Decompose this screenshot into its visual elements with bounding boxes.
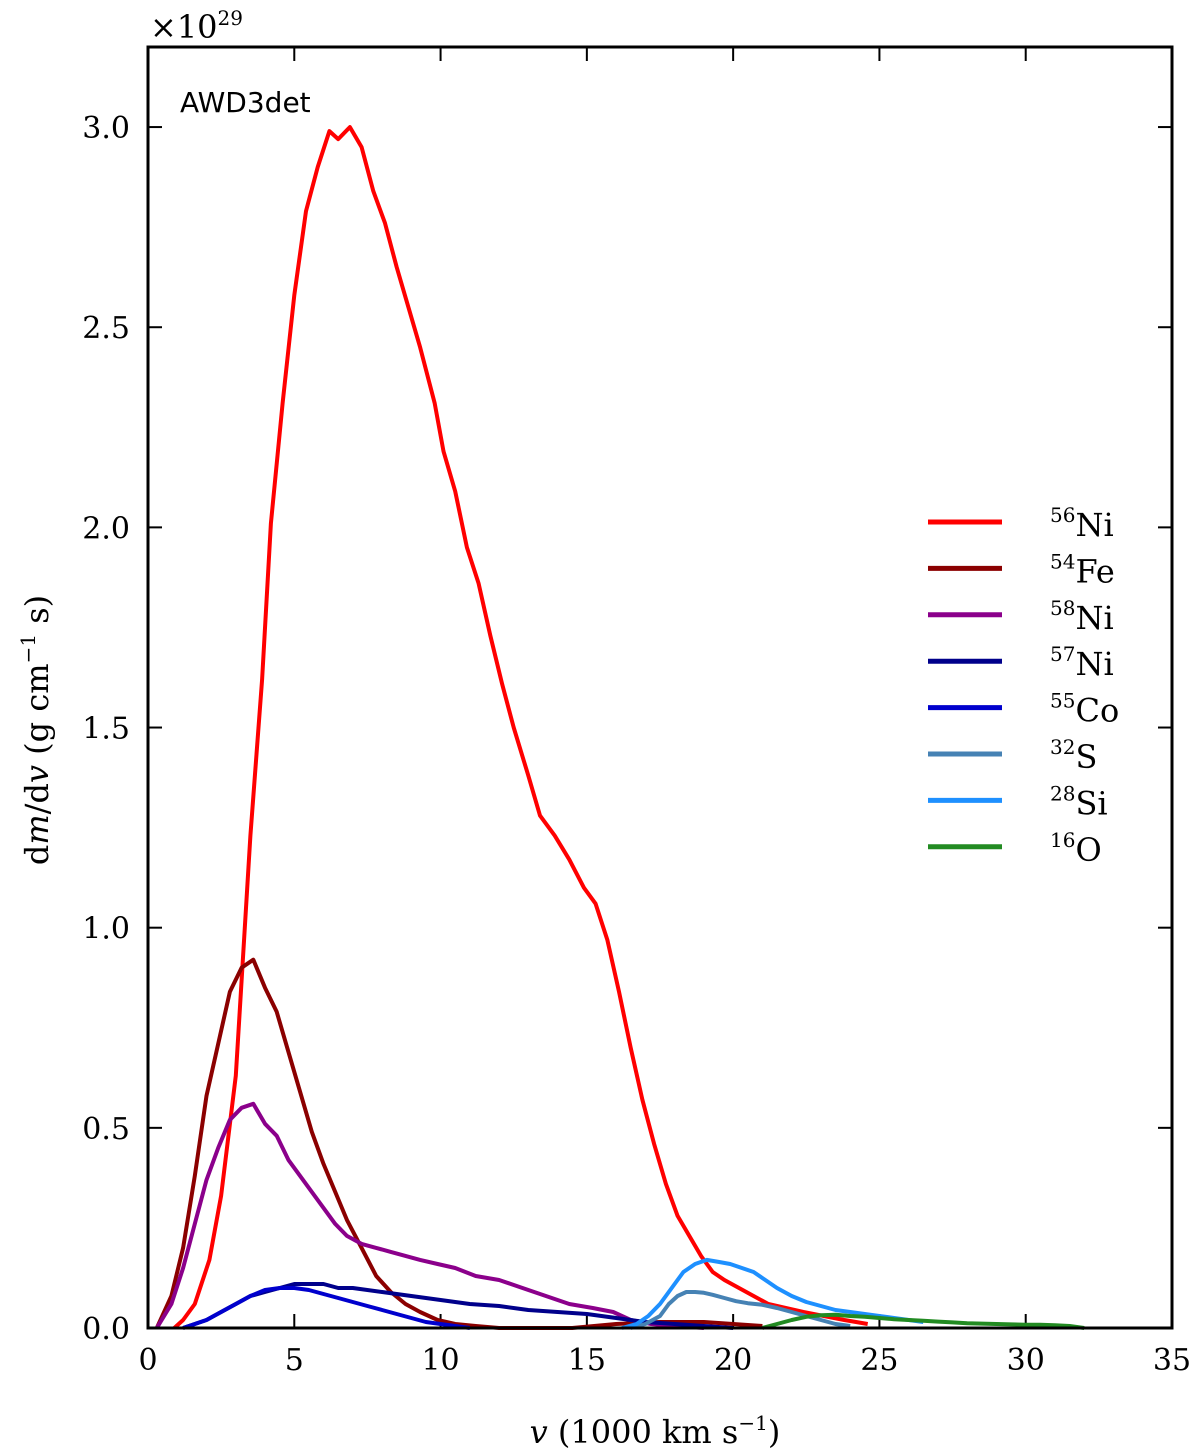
offset-text: ×1029 (150, 6, 243, 46)
legend-label-57ni: 57Ni (1050, 642, 1114, 683)
y-axis-label: dm/dv (g cm−1 s) (16, 595, 56, 865)
series-line-58ni (155, 1101, 705, 1330)
y-tick-label: 0.0 (82, 1312, 130, 1347)
x-axis-label: v (1000 km s−1) (530, 1411, 781, 1451)
series-lines (154, 125, 1085, 1330)
y-tick-label: 3.0 (82, 111, 130, 146)
legend-label-58ni: 58Ni (1050, 596, 1114, 637)
series-line-55co (182, 1286, 471, 1330)
tick-labels: 0 5 10 15 20 25 30 35 0.0 0.5 1.0 1.5 2.0 2.5 3.0 (82, 111, 1191, 1378)
x-tick-label: 35 (1153, 1343, 1191, 1378)
series-line-28si (621, 1257, 924, 1330)
x-tick-label: 5 (285, 1343, 304, 1378)
x-tick-label: 10 (421, 1343, 459, 1378)
legend: 56Ni 54Fe 58Ni 57Ni 55Co 32S 28Si 16O (928, 503, 1119, 869)
model-annotation: AWD3det (180, 86, 311, 119)
plot-frame (146, 45, 1174, 1330)
y-tick-label: 1.5 (82, 712, 130, 747)
series-line-16o (761, 1312, 1085, 1330)
legend-label-55co: 55Co (1050, 689, 1119, 730)
legend-label-54fe: 54Fe (1050, 549, 1115, 590)
legend-label-16o: 16O (1050, 828, 1102, 869)
legend-label-56ni: 56Ni (1050, 503, 1114, 544)
series-line-56ni (172, 125, 869, 1330)
legend-label-28si: 28Si (1050, 781, 1108, 822)
x-tick-label: 25 (860, 1343, 898, 1378)
x-tick-label: 15 (568, 1343, 606, 1378)
series-line-54fe (154, 957, 763, 1330)
x-tick-label: 0 (138, 1343, 157, 1378)
legend-label-32s: 32S (1050, 735, 1097, 776)
y-tick-label: 2.0 (82, 511, 130, 546)
y-tick-label: 2.5 (82, 311, 130, 346)
y-tick-label: 1.0 (82, 912, 130, 947)
x-tick-label: 30 (1007, 1343, 1045, 1378)
x-tick-label: 20 (714, 1343, 752, 1378)
y-tick-label: 0.5 (82, 1112, 130, 1147)
